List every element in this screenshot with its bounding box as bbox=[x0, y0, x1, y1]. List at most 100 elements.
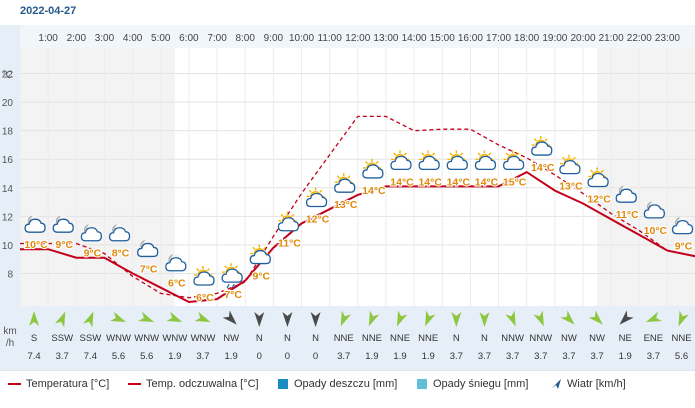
wind-speed-label: 0 bbox=[257, 351, 262, 362]
cloud-shape bbox=[559, 159, 581, 175]
legend-feels-like-label: Temp. odczuwalna [°C] bbox=[146, 378, 259, 390]
wind-arrow-icon bbox=[451, 312, 462, 327]
hour-tick-label: 11:00 bbox=[318, 33, 343, 44]
sun-cloud-icon bbox=[249, 244, 271, 265]
wind-direction-label: NNE bbox=[334, 333, 354, 344]
sun-cloud-icon bbox=[390, 150, 412, 170]
wind-arrow-shape bbox=[678, 310, 689, 327]
hour-tick-label: 14:00 bbox=[402, 33, 427, 44]
wind-speed-label: 3.7 bbox=[196, 351, 209, 362]
hour-tick-label: 4:00 bbox=[123, 33, 143, 44]
legend-wind-icon bbox=[551, 379, 561, 389]
wind-direction-label: WNW bbox=[106, 333, 131, 344]
wind-arrow-shape bbox=[396, 310, 408, 327]
legend-rain-swatch bbox=[278, 379, 288, 389]
hour-tick-label: 1:00 bbox=[38, 33, 58, 44]
sun-ray bbox=[431, 152, 436, 156]
sun-ray bbox=[280, 213, 284, 217]
wind-arrow-icon bbox=[368, 310, 380, 327]
wind-direction-label: NNE bbox=[362, 333, 382, 344]
moon-cloud-icon bbox=[80, 223, 103, 242]
moon-cloud-icon bbox=[643, 200, 666, 219]
temperature-data-label: 6°C bbox=[168, 278, 186, 290]
temperature-data-label: 12°C bbox=[306, 213, 330, 225]
sun-ray bbox=[449, 152, 453, 156]
sun-ray bbox=[365, 161, 369, 165]
wind-arrow-shape bbox=[282, 312, 293, 327]
hour-tick-label: 22:00 bbox=[627, 33, 652, 44]
sun-ray bbox=[572, 156, 576, 160]
cloud-shape bbox=[334, 178, 356, 193]
sun-ray bbox=[319, 189, 323, 193]
temperature-data-label: 10°C bbox=[644, 225, 668, 237]
hour-tick-label: 16:00 bbox=[458, 33, 483, 44]
wind-arrow-icon bbox=[396, 310, 408, 327]
temperature-data-label: 7°C bbox=[140, 263, 158, 275]
wind-arrow-shape bbox=[451, 312, 462, 327]
hour-tick-label: 13:00 bbox=[373, 33, 398, 44]
hour-header-background bbox=[20, 25, 695, 48]
sun-ray bbox=[488, 152, 492, 156]
y-axis-background bbox=[0, 25, 20, 371]
sun-cloud-icon bbox=[531, 136, 553, 156]
wind-arrow-icon bbox=[282, 312, 293, 327]
temperature-data-label: 9°C bbox=[252, 271, 270, 283]
cloud-shape bbox=[446, 155, 468, 170]
wind-direction-label: NNW bbox=[529, 333, 552, 344]
temperature-data-label: 11°C bbox=[616, 209, 639, 221]
wind-direction-label: N bbox=[481, 333, 488, 344]
wind-speed-label: 1.9 bbox=[365, 351, 378, 362]
sun-cloud-icon bbox=[474, 150, 497, 170]
wind-arrow-icon bbox=[310, 312, 321, 327]
moon-cloud-icon bbox=[108, 223, 131, 242]
wind-speed-label: 3.7 bbox=[590, 351, 603, 362]
wind-arrow-shape bbox=[619, 310, 634, 325]
wind-speed-label: 3.7 bbox=[450, 351, 463, 362]
rain-drop bbox=[231, 283, 235, 289]
wind-direction-label: S bbox=[31, 333, 37, 344]
sun-ray bbox=[505, 152, 509, 156]
wind-arrow-shape bbox=[645, 311, 662, 323]
cloud-shape bbox=[474, 155, 497, 170]
wind-arrow-shape bbox=[505, 310, 516, 327]
sun-ray bbox=[224, 265, 228, 269]
wind-arrow-icon bbox=[29, 311, 40, 326]
sun-ray bbox=[600, 169, 604, 173]
wind-speed-label: 3.7 bbox=[56, 351, 69, 362]
sun-ray bbox=[263, 246, 267, 250]
temperature-data-label: 9°C bbox=[55, 239, 73, 251]
cloud-shape bbox=[587, 172, 609, 188]
legend-feels-like-swatch bbox=[128, 383, 141, 385]
wind-direction-label: NE bbox=[619, 333, 632, 344]
wind-speed-label: 5.6 bbox=[140, 351, 153, 362]
wind-speed-label: 1.9 bbox=[168, 351, 181, 362]
night-shading-right bbox=[597, 48, 695, 306]
legend-temperature-swatch bbox=[8, 383, 21, 385]
wind-direction-label: NNW bbox=[501, 333, 524, 344]
wind-speed-label: 3.7 bbox=[562, 351, 575, 362]
moon-cloud-icon bbox=[671, 216, 694, 235]
sun-ray bbox=[403, 152, 407, 156]
y-tick-label: 8 bbox=[7, 269, 13, 280]
hour-tick-label: 8:00 bbox=[235, 33, 255, 44]
wind-arrow-icon bbox=[619, 310, 634, 325]
wind-arrow-icon bbox=[54, 311, 66, 328]
sun-cloud-icon bbox=[559, 154, 581, 175]
hour-tick-label: 18:00 bbox=[514, 33, 539, 44]
wind-arrow-icon bbox=[138, 311, 155, 323]
cloud-shape bbox=[615, 188, 637, 203]
wind-speed-label: 1.9 bbox=[393, 351, 406, 362]
wind-speed-label: 3.7 bbox=[506, 351, 519, 362]
wind-direction-label: NNE bbox=[390, 333, 410, 344]
wind-arrow-shape bbox=[138, 311, 155, 323]
sun-ray bbox=[252, 246, 256, 250]
legend-snow-label: Opady śniegu [mm] bbox=[433, 378, 529, 390]
wind-arrow-shape bbox=[110, 311, 126, 323]
wind-arrow-icon bbox=[340, 310, 352, 327]
sun-cloud-rain-icon bbox=[221, 263, 243, 289]
wind-direction-label: SSW bbox=[80, 333, 102, 344]
legend-snow: Opady śniegu [mm] bbox=[417, 378, 528, 390]
y-tick-label: 14 bbox=[2, 184, 14, 195]
temperature-data-label: 11°C bbox=[278, 238, 301, 250]
wind-arrow-shape bbox=[29, 311, 40, 326]
